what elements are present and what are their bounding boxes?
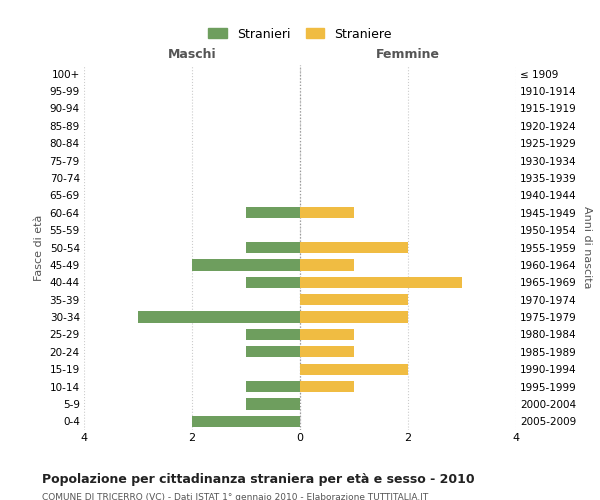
Bar <box>300 276 462 288</box>
Bar <box>300 259 354 270</box>
Bar <box>246 346 300 358</box>
Bar <box>192 416 300 427</box>
Text: COMUNE DI TRICERRO (VC) - Dati ISTAT 1° gennaio 2010 - Elaborazione TUTTITALIA.I: COMUNE DI TRICERRO (VC) - Dati ISTAT 1° … <box>42 492 428 500</box>
Y-axis label: Fasce di età: Fasce di età <box>34 214 44 280</box>
Y-axis label: Anni di nascita: Anni di nascita <box>583 206 592 289</box>
Bar <box>300 346 354 358</box>
Bar <box>246 276 300 288</box>
Bar <box>300 329 354 340</box>
Bar <box>300 207 354 218</box>
Bar <box>300 364 408 375</box>
Bar <box>138 312 300 322</box>
Text: Popolazione per cittadinanza straniera per età e sesso - 2010: Popolazione per cittadinanza straniera p… <box>42 472 475 486</box>
Bar <box>246 242 300 253</box>
Legend: Stranieri, Straniere: Stranieri, Straniere <box>205 24 395 44</box>
Bar <box>246 207 300 218</box>
Bar <box>192 259 300 270</box>
Bar <box>246 329 300 340</box>
Bar <box>300 242 408 253</box>
Text: Maschi: Maschi <box>167 48 217 62</box>
Bar <box>300 381 354 392</box>
Bar <box>300 312 408 322</box>
Bar <box>246 381 300 392</box>
Text: Femmine: Femmine <box>376 48 440 62</box>
Bar <box>300 294 408 306</box>
Bar <box>246 398 300 409</box>
